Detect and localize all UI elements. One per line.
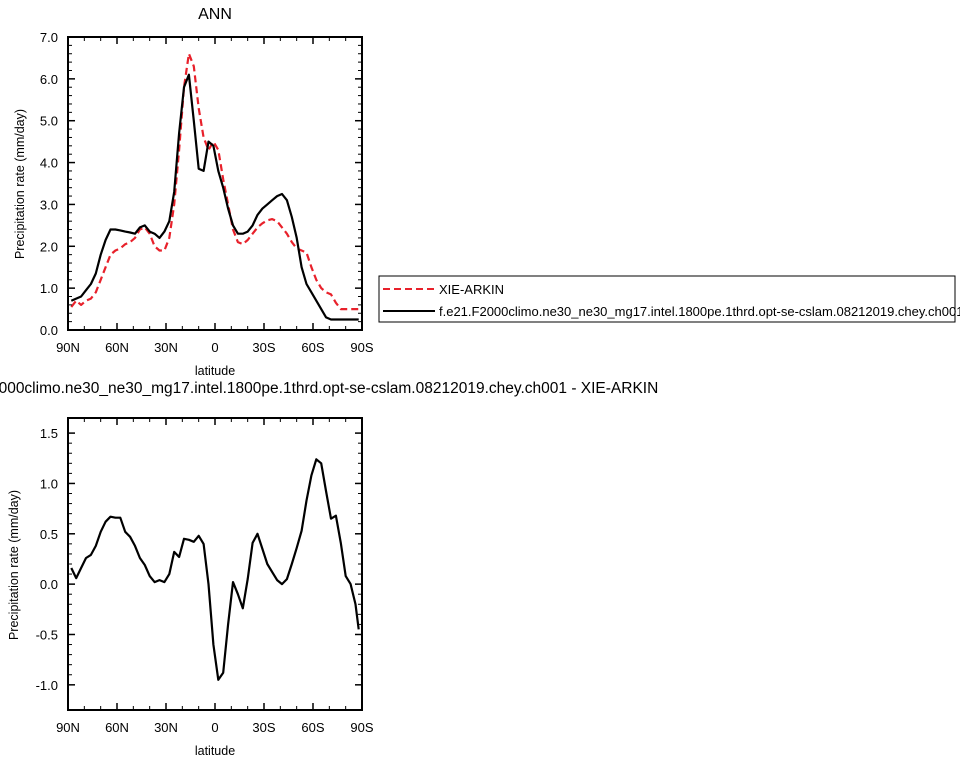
top-x-tick-label: 30S (252, 340, 275, 355)
top-y-tick-label: 0.0 (40, 323, 58, 338)
top-x-tick-label: 90N (56, 340, 80, 355)
top-y-tick-label: 5.0 (40, 114, 58, 129)
bottom-x-tick-label: 30S (252, 720, 275, 735)
bottom-y-tick-label: -1.0 (36, 678, 58, 693)
bottom-x-tick-label: 60S (301, 720, 324, 735)
bottom-y-tick-label: 0.5 (40, 527, 58, 542)
legend-label-model: f.e21.F2000climo.ne30_ne30_mg17.intel.18… (439, 304, 960, 319)
bottom-x-tick-label: 90S (350, 720, 373, 735)
top-x-axis-label: latitude (195, 364, 235, 378)
top-x-tick-label: 60N (105, 340, 129, 355)
top-y-axis-label: Precipitation rate (mm/day) (13, 109, 27, 259)
top-y-tick-label: 7.0 (40, 30, 58, 45)
bottom-y-tick-label: 1.0 (40, 476, 58, 491)
bottom-series-line-model (70, 458, 360, 681)
top-x-tick-label: 60S (301, 340, 324, 355)
bottom-x-tick-label: 90N (56, 720, 80, 735)
top-plot-frame (67, 36, 363, 331)
top-y-tick-label: 3.0 (40, 197, 58, 212)
bottom-chart-title: f.e21.F2000climo.ne30_ne30_mg17.intel.18… (0, 380, 658, 397)
top-chart-title: ANN (198, 6, 232, 23)
top-x-tick-label: 0 (211, 340, 218, 355)
bottom-x-tick-label: 30N (154, 720, 178, 735)
top-x-tick-label: 90S (350, 340, 373, 355)
top-series-line-obs (70, 52, 359, 311)
bottom-x-axis-label: latitude (195, 744, 235, 758)
top-y-tick-label: 4.0 (40, 156, 58, 171)
bottom-y-tick-label: -0.5 (36, 627, 58, 642)
top-series-line-model (70, 73, 359, 321)
bottom-y-tick-label: 1.5 (40, 426, 58, 441)
legend-box (378, 275, 956, 323)
bottom-panel: f.e21.F2000climo.ne30_ne30_mg17.intel.18… (0, 380, 658, 758)
top-y-tick-label: 1.0 (40, 281, 58, 296)
top-y-tick-label: 6.0 (40, 72, 58, 87)
top-panel: ANN Precipitation rate (mm/day) latitude… (13, 6, 374, 378)
legend: XIE-ARKIN f.e21.F2000climo.ne30_ne30_mg1… (378, 275, 960, 323)
top-y-tick-label: 2.0 (40, 239, 58, 254)
bottom-x-tick-label: 60N (105, 720, 129, 735)
top-x-tick-label: 30N (154, 340, 178, 355)
bottom-y-axis-label: Precipitation rate (mm/day) (7, 490, 21, 640)
legend-label-obs: XIE-ARKIN (439, 282, 504, 297)
bottom-x-tick-label: 0 (211, 720, 218, 735)
bottom-y-tick-label: 0.0 (40, 577, 58, 592)
